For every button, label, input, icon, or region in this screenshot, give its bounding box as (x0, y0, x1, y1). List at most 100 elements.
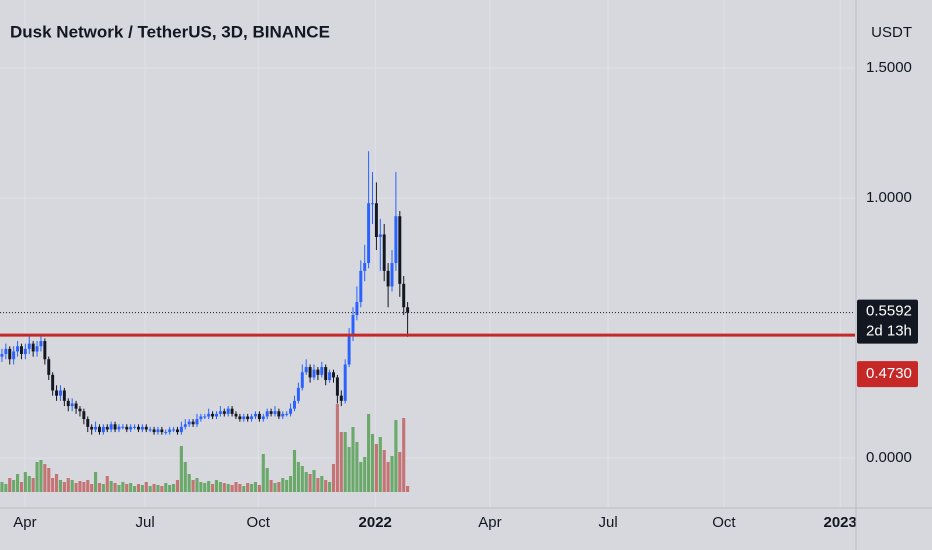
volume-bar (66, 478, 70, 492)
candle-body (179, 426, 183, 433)
volume-bar (269, 480, 273, 492)
candle-body (94, 426, 98, 430)
volume-bar (320, 476, 324, 492)
volume-bar (359, 462, 363, 492)
candle-body (109, 424, 113, 430)
candle-body (27, 343, 31, 349)
volume-bar (203, 483, 207, 492)
candle-body (23, 348, 27, 355)
candle-body (66, 400, 70, 407)
volume-bar (148, 486, 152, 492)
volume-bar (257, 485, 261, 492)
x-tick-label: 2022 (359, 514, 392, 531)
volume-bar (4, 484, 8, 492)
candle-body (257, 413, 261, 420)
countdown-label: 2d 13h (866, 323, 912, 340)
x-tick-label: Jul (599, 514, 618, 531)
volume-bar (97, 483, 102, 492)
volume-bar (86, 480, 90, 492)
volume-bar (90, 484, 94, 492)
candle-body (300, 372, 304, 388)
candle-body (226, 408, 230, 414)
volume-bar (136, 484, 141, 492)
volume-bar (347, 447, 351, 492)
candle-body (269, 411, 273, 414)
volume-bar (199, 482, 203, 492)
volume-bar (386, 462, 390, 492)
candle-body (265, 411, 269, 417)
volume-bar (277, 482, 281, 492)
chart-title: Dusk Network / TetherUS, 3D, BINANCE (10, 22, 330, 41)
candle-body (187, 421, 191, 425)
volume-bar (211, 484, 215, 492)
candle-body (19, 346, 23, 355)
candle-body (324, 367, 328, 381)
volume-bar (160, 486, 164, 492)
volume-bar (370, 434, 375, 492)
volume-bar (292, 450, 297, 492)
candle-body (320, 367, 324, 375)
volume-bar (191, 480, 195, 492)
volume-bar (117, 485, 121, 492)
candle-body (172, 429, 176, 431)
y-tick-label: 1.0000 (866, 189, 912, 206)
volume-bar (374, 444, 378, 492)
volume-bar (172, 484, 176, 492)
candle-body (207, 413, 211, 417)
y-tick-label: 1.5000 (866, 59, 912, 76)
volume-bar (214, 480, 219, 492)
candle-body (39, 341, 43, 347)
volume-bar (168, 485, 172, 492)
candle-body (117, 426, 121, 430)
volume-bar (164, 483, 168, 492)
volume-bar (121, 482, 125, 492)
x-tick-label: Jul (136, 514, 155, 531)
volume-bar (23, 472, 27, 492)
candle-body (121, 426, 125, 428)
candle-body (125, 426, 129, 430)
candle-body (214, 413, 218, 417)
volume-bar (316, 478, 320, 492)
candle-body (211, 413, 215, 417)
candle-body (156, 429, 160, 433)
volume-bar (27, 476, 31, 492)
volume-bar (144, 482, 148, 492)
candle-body (359, 270, 363, 303)
volume-bar (207, 481, 211, 492)
price-axis-panel (856, 0, 932, 550)
candle-body (398, 216, 402, 284)
candle-body (97, 426, 101, 433)
volume-bar (8, 478, 12, 492)
volume-bar (218, 482, 222, 492)
volume-bar (31, 478, 35, 492)
volume-bar (300, 466, 304, 492)
volume-bar (129, 483, 133, 492)
volume-bar (296, 462, 300, 492)
candle-body (82, 411, 86, 420)
volume-bar (253, 482, 258, 492)
hline-price-box (857, 361, 918, 388)
candle-body (136, 426, 140, 430)
candle-body (51, 374, 55, 391)
volume-bar (109, 481, 113, 492)
volume-bar (367, 414, 371, 492)
candle-body (140, 426, 144, 430)
candle-body (386, 270, 390, 287)
volume-bar (175, 480, 180, 492)
candle-body (273, 411, 277, 414)
candle-body (47, 359, 51, 375)
candle-body (332, 372, 335, 378)
volume-bar (47, 468, 51, 492)
overlay: 0.0000 1.0000 1.5000 0.5592 2d 13h 0.4730 (857, 59, 918, 466)
volume-bar (12, 480, 16, 492)
volume-bar (331, 464, 336, 492)
volume-bar (312, 470, 316, 492)
volume-bar (101, 484, 105, 492)
volume-bar (324, 480, 328, 492)
x-tick-label: Oct (712, 514, 736, 531)
volume-bar (222, 483, 226, 492)
candle-body (133, 426, 137, 428)
candle-body (363, 263, 367, 271)
x-tick-label: Apr (478, 514, 501, 531)
